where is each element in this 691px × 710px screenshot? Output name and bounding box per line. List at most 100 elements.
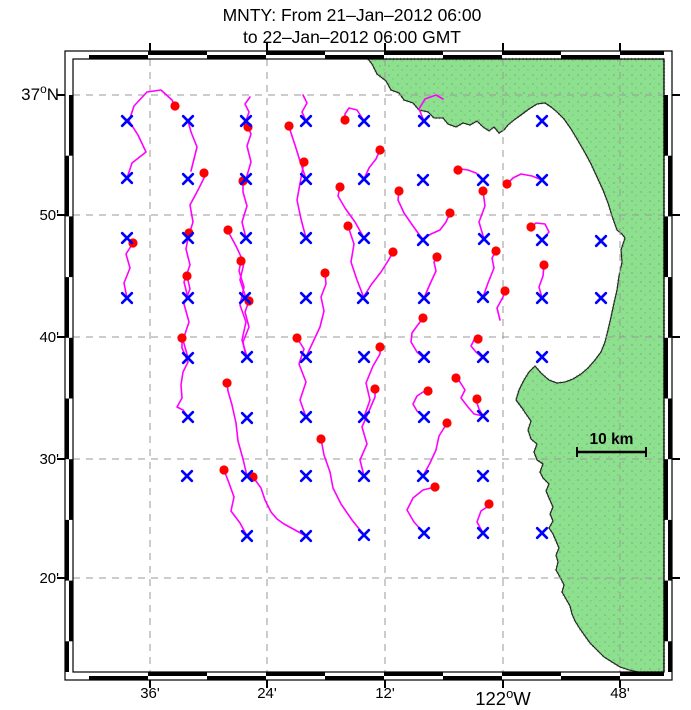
drifter-endpoint-dot [170, 101, 180, 111]
drifter-trajectory [455, 377, 484, 417]
drifter-endpoint-dot [219, 465, 229, 475]
drifter-endpoint-dot [473, 334, 483, 344]
drifter-endpoint-dot [539, 260, 549, 270]
release-grid-x-marker [535, 114, 549, 128]
drifter-endpoint-dot [340, 115, 350, 125]
minute-tick-label: 24' [257, 685, 277, 702]
drifter-trajectory [241, 180, 248, 239]
release-grid-x-marker [181, 114, 195, 128]
minute-tick-label: 48' [610, 685, 630, 702]
frame-segment [664, 337, 668, 399]
release-grid-x-marker [299, 231, 313, 245]
frame-segment [443, 676, 502, 680]
drifter-trajectory [187, 120, 198, 172]
frame-segment [668, 519, 672, 581]
drifter-trajectory [252, 476, 307, 537]
drifter-endpoint-dot [320, 268, 330, 278]
release-grid-x-marker [417, 291, 431, 305]
drifter-trajectory [320, 438, 365, 536]
drifter-endpoint-dot [177, 333, 187, 343]
drifter-trajectory [301, 94, 308, 122]
drifter-trajectory [482, 250, 497, 298]
coastline-stipple [365, 57, 666, 674]
release-grid-x-marker [240, 469, 254, 483]
scale-bar: 10 km [576, 431, 647, 457]
drifter-trajectory [423, 256, 438, 299]
drifter-endpoint-dot [335, 182, 345, 192]
frame-segment [664, 95, 668, 156]
release-grid-x-marker [181, 291, 195, 305]
frame-segment [266, 672, 325, 676]
frame-segment [207, 55, 266, 59]
release-grid-x-marker [417, 114, 431, 128]
release-grid-x-marker [181, 351, 195, 365]
drifter-trajectory [397, 190, 424, 241]
drifter-trajectory [363, 149, 381, 180]
release-grid-x-marker [416, 469, 430, 483]
frame-segment [65, 277, 69, 338]
drifter-trajectory [506, 173, 543, 185]
frame-inner-rect [72, 58, 665, 673]
drifter-trajectory [359, 388, 376, 477]
frame-segment [65, 519, 69, 581]
drifter-endpoint-dot [222, 378, 232, 388]
release-grid-x-marker [299, 172, 313, 186]
release-grid-x-marker [417, 410, 431, 424]
drifter-trajectory [242, 300, 250, 358]
frame-segment [668, 277, 672, 338]
drifter-endpoint-dot [430, 482, 440, 492]
release-grid-x-marker [180, 469, 194, 483]
drifter-endpoint-dot [316, 434, 326, 444]
trajectory-layer [123, 89, 550, 537]
frame-segment [668, 155, 672, 217]
release-grid-x-marker [240, 350, 254, 364]
drifter-endpoint-dot [375, 342, 385, 352]
drifter-endpoint-dot [199, 168, 209, 178]
release-grid-x-marker [357, 410, 371, 424]
release-grid-x-marker [181, 410, 195, 424]
release-grid-x-marker [240, 411, 254, 425]
frame-segment [89, 55, 148, 59]
release-grid-x-marker [120, 171, 134, 185]
drifter-trajectory [126, 89, 176, 179]
frame-segment [207, 676, 266, 680]
frame-segment [69, 459, 73, 520]
frame-segment [664, 459, 668, 520]
release-grid-x-marker [299, 114, 313, 128]
frame-segment [69, 216, 73, 278]
drifter-trajectory [362, 251, 394, 299]
frame-segment [502, 672, 561, 676]
drifter-trajectory [418, 94, 444, 122]
release-grid-x-marker [476, 526, 490, 540]
drifter-endpoint-dot [182, 271, 192, 281]
release-grid-x-marker [357, 469, 371, 483]
drifter-trajectory [288, 125, 307, 180]
drifter-endpoint-dot [491, 246, 501, 256]
release-grid-x-marker [238, 291, 252, 305]
drifter-trajectory [223, 469, 248, 537]
drifter-trajectory [410, 317, 425, 359]
drifter-trajectory [182, 275, 191, 359]
release-grid-x-marker [239, 231, 253, 245]
release-grid-x-marker [417, 350, 431, 364]
release-grid-x-marker [357, 231, 371, 245]
frame-segment [561, 676, 620, 680]
drifter-endpoint-dot [394, 186, 404, 196]
drifter-endpoint-dot [223, 225, 233, 235]
drifter-trajectory [406, 486, 436, 534]
frame-segment [620, 672, 664, 676]
release-grid-x-marker [120, 291, 134, 305]
release-grid-x-marker [535, 233, 549, 247]
frame-segment [89, 676, 148, 680]
drifter-trajectory [478, 190, 486, 240]
release-grid-x-marker [240, 529, 254, 543]
drifter-trajectory [296, 337, 307, 418]
release-grid-x-marker [357, 172, 371, 186]
drifter-endpoint-dot [292, 333, 302, 343]
release-grid-layer [120, 114, 608, 543]
drifter-trajectory [538, 264, 545, 299]
release-grid-x-marker [476, 409, 490, 423]
frame-segment [69, 337, 73, 399]
